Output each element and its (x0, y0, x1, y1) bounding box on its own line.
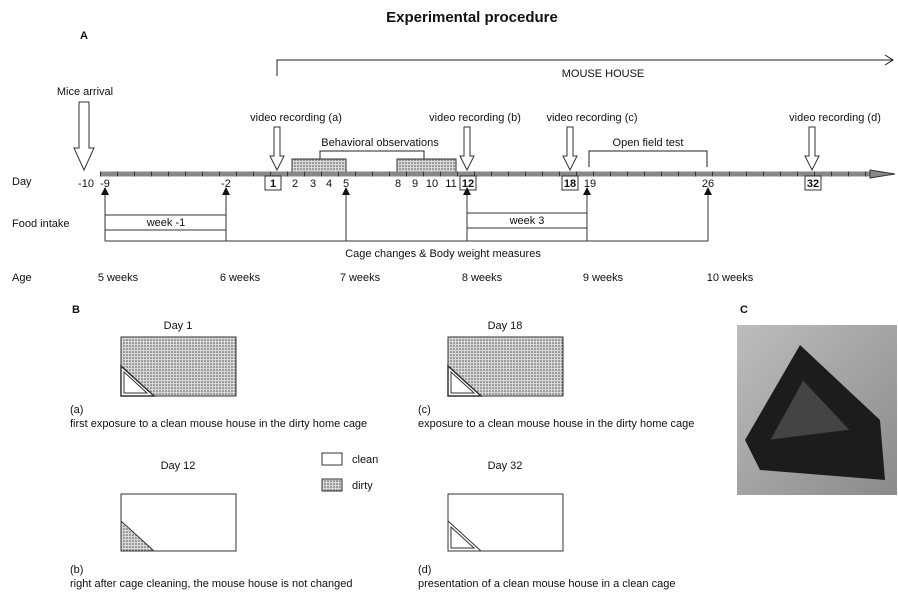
row-label: Age (12, 272, 32, 284)
video-recording-label: video recording (d) (789, 112, 881, 124)
cage-change-marker (222, 187, 230, 195)
mouse-house-label: MOUSE HOUSE (562, 68, 645, 80)
day-label: 5 (343, 178, 349, 190)
cage-change-marker (583, 187, 591, 195)
arrow (269, 126, 285, 172)
cage-change-marker (101, 187, 109, 195)
cage-letter: (d) (418, 564, 431, 576)
video-recording-label: video recording (a) (250, 112, 342, 124)
age-label: 7 weeks (340, 272, 381, 284)
open-field-bracket (588, 150, 708, 167)
timeline-arrow (869, 169, 896, 179)
legend-swatch (321, 452, 343, 466)
cage-change-marker (704, 187, 712, 195)
mouse-house-inner (450, 525, 476, 549)
cage-caption: presentation of a clean mouse house in a… (418, 578, 675, 590)
arrow (562, 126, 578, 172)
legend-swatch (321, 478, 343, 492)
mouse-house-photo-opening (769, 379, 852, 441)
day-label: 11 (445, 178, 456, 190)
age-label: 6 weeks (220, 272, 261, 284)
cage-letter: (c) (418, 404, 431, 416)
day-label: 8 (395, 178, 401, 190)
title: Experimental procedure (386, 9, 558, 26)
cage-caption: exposure to a clean mouse house in the d… (418, 418, 694, 430)
day-box (561, 175, 579, 191)
legend-label: clean (352, 454, 378, 466)
open-field-label: Open field test (613, 137, 684, 149)
observation-bracket (319, 150, 425, 159)
cage-caption: right after cage cleaning, the mouse hou… (70, 578, 353, 590)
cage-day-label: Day 12 (161, 460, 196, 472)
video-recording-label: video recording (c) (546, 112, 637, 124)
arrow (73, 101, 95, 172)
cage-changes-label: Cage changes & Body weight measures (345, 248, 541, 260)
cage-caption: first exposure to a clean mouse house in… (70, 418, 367, 430)
day-label: 1 (270, 178, 276, 190)
mouse-house (447, 519, 483, 552)
panel-label: C (740, 304, 748, 316)
day-box (804, 175, 822, 191)
arrow (459, 126, 475, 172)
day-label: 18 (564, 178, 576, 190)
observation-box (291, 158, 347, 173)
day-label: 10 (426, 178, 438, 190)
row-label: Day (12, 176, 32, 188)
mouse-house-inner (123, 370, 149, 394)
day-label: 2 (292, 178, 298, 190)
mice-arrival-label: Mice arrival (57, 86, 113, 98)
cage-day-label: Day 32 (488, 460, 523, 472)
age-label: 10 weeks (707, 272, 754, 284)
cage-change-marker (342, 187, 350, 195)
observation-box (396, 158, 457, 173)
cage-day-label: Day 1 (164, 320, 193, 332)
day-label: 12 (462, 178, 474, 190)
day-label: 4 (326, 178, 332, 190)
age-label: 8 weeks (462, 272, 503, 284)
cage-letter: (b) (70, 564, 83, 576)
panel-label: A (80, 30, 88, 42)
behavioral-observations-label: Behavioral observations (321, 137, 439, 149)
cage-letter: (a) (70, 404, 83, 416)
panel-label: B (72, 304, 80, 316)
day-box (264, 175, 282, 191)
arrow-head (884, 54, 894, 66)
mouse-house (120, 364, 156, 397)
day-label: 3 (310, 178, 316, 190)
day-label: 26 (702, 178, 714, 190)
row-label: Food intake (12, 218, 69, 230)
day-label: -10 (78, 178, 94, 190)
day-label: -2 (221, 178, 231, 190)
day-label: 9 (412, 178, 418, 190)
age-label: 9 weeks (583, 272, 624, 284)
mouse-house-inner (450, 370, 476, 394)
age-label: 5 weeks (98, 272, 139, 284)
day-label: 19 (584, 178, 596, 190)
cage-change-marker (463, 187, 471, 195)
video-recording-label: video recording (b) (429, 112, 521, 124)
mouse-house (120, 519, 156, 552)
arrow (804, 126, 820, 172)
day-label: -9 (100, 178, 110, 190)
week-label: week -1 (146, 217, 186, 229)
mouse-house (447, 364, 483, 397)
cage-day-label: Day 18 (488, 320, 523, 332)
legend-label: dirty (352, 480, 373, 492)
day-label: 32 (807, 178, 819, 190)
mouse-house-span (276, 59, 893, 76)
week-label: week 3 (509, 215, 545, 227)
